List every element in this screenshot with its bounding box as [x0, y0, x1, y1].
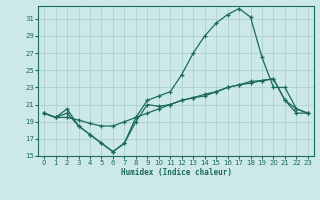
- X-axis label: Humidex (Indice chaleur): Humidex (Indice chaleur): [121, 168, 231, 177]
